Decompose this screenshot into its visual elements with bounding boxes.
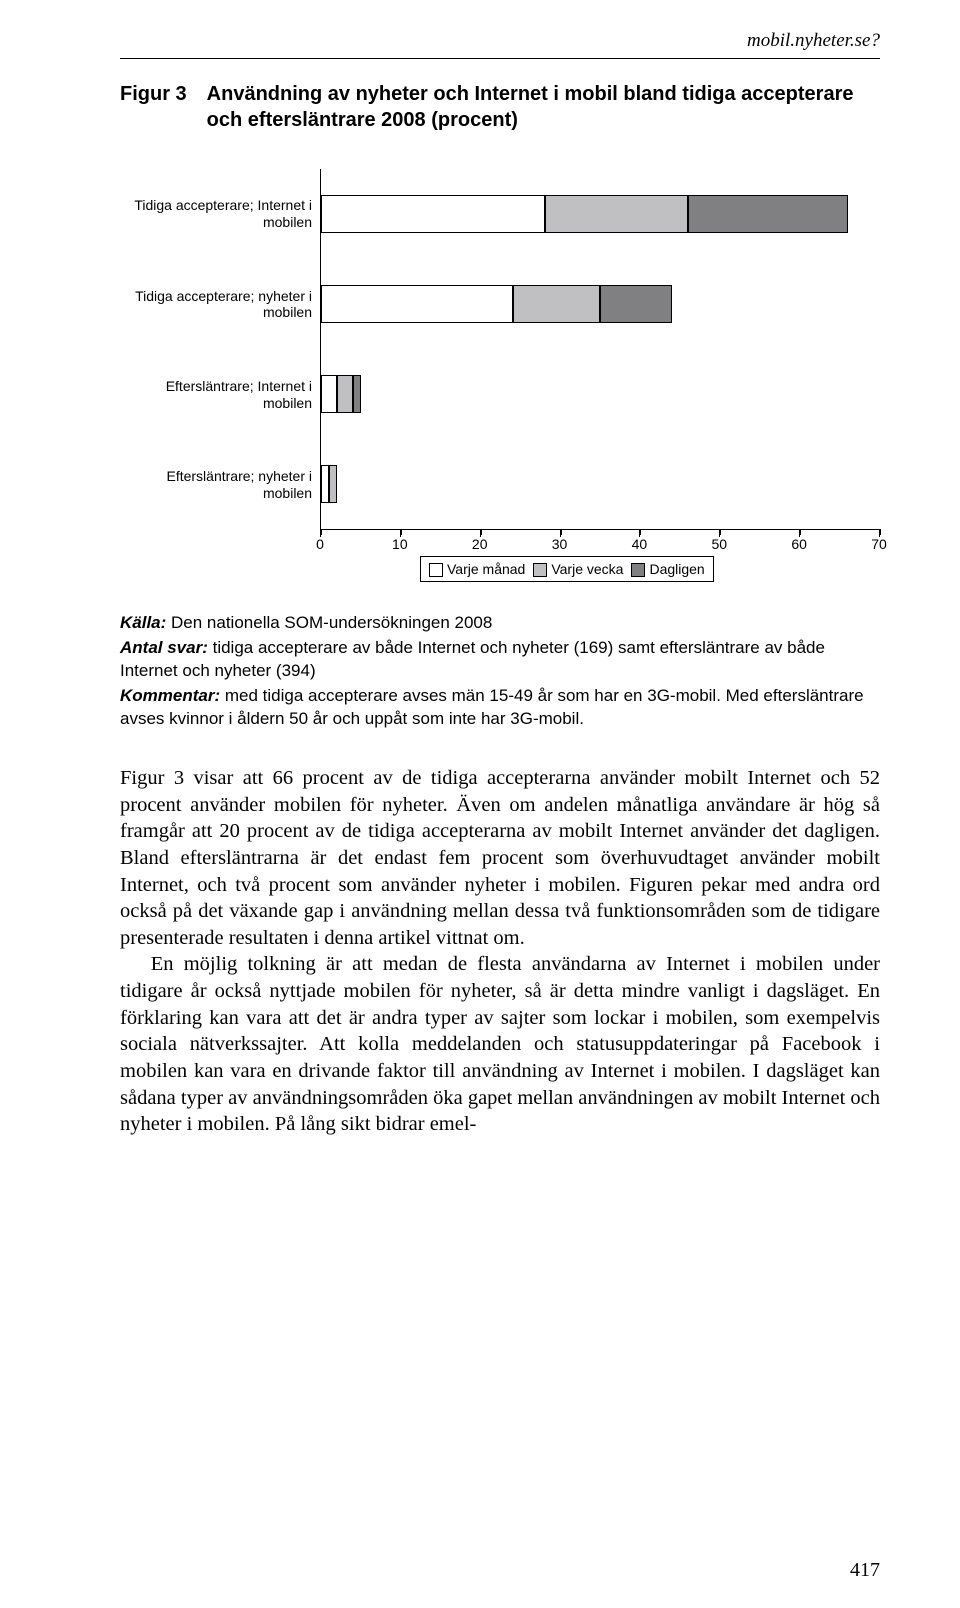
legend-item: Varje vecka bbox=[533, 561, 623, 577]
source-label: Källa: bbox=[120, 613, 166, 632]
axis-tick-label: 60 bbox=[791, 536, 807, 552]
bar-segment bbox=[321, 375, 337, 413]
figure-label: Figur 3 bbox=[120, 81, 187, 133]
n-label: Antal svar: bbox=[120, 638, 208, 657]
legend: Varje månad Varje vecka Dagligen bbox=[420, 556, 714, 582]
n-text: tidiga accepterare av både Internet och … bbox=[120, 638, 825, 680]
bar-segment bbox=[321, 465, 329, 503]
source-text: Den nationella SOM-undersökningen 2008 bbox=[166, 613, 492, 632]
body-text: Figur 3 visar att 66 procent av de tidig… bbox=[120, 765, 880, 1138]
bar-segment bbox=[513, 285, 601, 323]
paragraph: En möjlig tolkning är att medan de flest… bbox=[120, 951, 880, 1137]
legend-label: Dagligen bbox=[649, 561, 704, 577]
chart-category-label: Tidiga accepterare; Internet imobilen bbox=[120, 169, 320, 259]
legend-swatch bbox=[429, 563, 443, 577]
bar-segment bbox=[353, 375, 361, 413]
figure-notes: Källa: Den nationella SOM-undersökningen… bbox=[120, 612, 880, 731]
axis-tick-label: 20 bbox=[472, 536, 488, 552]
legend-swatch bbox=[533, 563, 547, 577]
figure-caption: Figur 3 Användning av nyheter och Intern… bbox=[120, 81, 880, 133]
bar-row bbox=[321, 465, 337, 503]
axis-tick-label: 30 bbox=[552, 536, 568, 552]
bar-row bbox=[321, 195, 848, 233]
axis-tick-label: 70 bbox=[871, 536, 887, 552]
bar-segment bbox=[321, 195, 545, 233]
paragraph: Figur 3 visar att 66 procent av de tidig… bbox=[120, 765, 880, 951]
legend-swatch bbox=[631, 563, 645, 577]
bar-segment bbox=[600, 285, 672, 323]
chart: Tidiga accepterare; Internet imobilenTid… bbox=[120, 169, 880, 582]
bar-segment bbox=[337, 375, 353, 413]
bar-segment bbox=[688, 195, 848, 233]
bar-row bbox=[321, 285, 672, 323]
axis-tick-label: 50 bbox=[711, 536, 727, 552]
axis-tick-label: 40 bbox=[632, 536, 648, 552]
comment-text: med tidiga accepterare avses män 15-49 å… bbox=[120, 686, 864, 728]
bar-segment bbox=[545, 195, 689, 233]
chart-category-label: Eftersläntrare; nyheter i mobilen bbox=[120, 440, 320, 530]
axis-tick-label: 10 bbox=[392, 536, 408, 552]
axis-tick-label: 0 bbox=[316, 536, 324, 552]
legend-label: Varje månad bbox=[447, 561, 525, 577]
running-head: mobil.nyheter.se? bbox=[120, 30, 880, 52]
legend-item: Varje månad bbox=[429, 561, 525, 577]
figure-title: Användning av nyheter och Internet i mob… bbox=[207, 81, 880, 133]
legend-label: Varje vecka bbox=[551, 561, 623, 577]
chart-category-label: Eftersläntrare; Internet i mobilen bbox=[120, 350, 320, 440]
bar-segment bbox=[321, 285, 513, 323]
page-number: 417 bbox=[850, 1559, 880, 1582]
comment-label: Kommentar: bbox=[120, 686, 220, 705]
chart-category-label: Tidiga accepterare; nyheter imobilen bbox=[120, 259, 320, 349]
bar-row bbox=[321, 375, 361, 413]
bar-segment bbox=[329, 465, 337, 503]
legend-item: Dagligen bbox=[631, 561, 704, 577]
header-rule bbox=[120, 58, 880, 59]
